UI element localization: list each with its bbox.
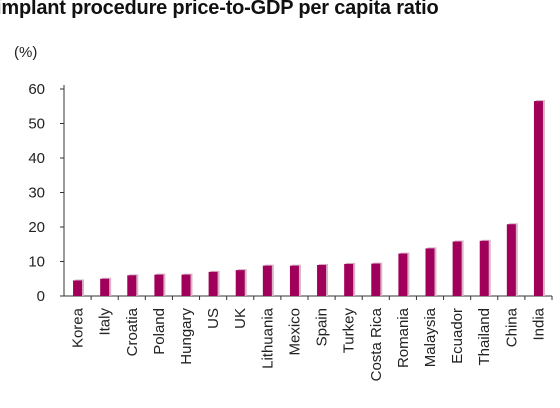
bar: [262, 265, 272, 296]
bar: [289, 265, 299, 296]
bar: [181, 274, 191, 296]
bar: [533, 101, 543, 296]
bar: [154, 274, 164, 296]
y-axis-unit-label: (%): [14, 44, 38, 61]
y-tick-label: 40: [28, 150, 45, 167]
x-tick-label: Mexico: [286, 308, 303, 356]
y-tick-label: 10: [28, 254, 45, 271]
bar: [398, 253, 408, 296]
y-tick-label: 60: [28, 81, 45, 98]
bar: [208, 271, 218, 296]
y-tick-label: 20: [28, 219, 45, 236]
bar: [317, 264, 327, 296]
x-tick-label: Spain: [314, 308, 331, 346]
x-tick-label: Poland: [151, 308, 168, 355]
y-tick-label: 50: [28, 116, 45, 133]
x-tick-label: Italy: [97, 308, 114, 336]
x-tick-label: Croatia: [124, 307, 141, 356]
x-tick-label: Malaysia: [422, 307, 439, 367]
bar: [506, 224, 516, 296]
y-tick-label: 30: [28, 185, 45, 202]
bar: [235, 270, 245, 296]
bar: [479, 240, 489, 296]
y-tick-label: 0: [37, 288, 45, 305]
bar: [100, 278, 110, 296]
x-tick-label: Turkey: [341, 308, 358, 354]
x-tick-label: Korea: [70, 307, 87, 348]
x-tick-label: India: [530, 307, 547, 340]
x-tick-label: UK: [232, 308, 249, 329]
bar: [452, 241, 462, 296]
x-tick-label: Romania: [395, 307, 412, 368]
x-tick-label: Costa Rica: [368, 307, 385, 381]
x-tick-label: Thailand: [476, 308, 493, 366]
x-tick-label: Ecuador: [449, 308, 466, 364]
bar: [425, 248, 435, 296]
bar: [344, 263, 354, 296]
bar: [371, 263, 381, 296]
x-tick-label: US: [205, 308, 222, 329]
bar: [127, 275, 137, 296]
chart-title: implant procedure price-to-GDP per capit…: [0, 0, 439, 19]
x-tick-label: China: [503, 307, 520, 347]
x-tick-label: Hungary: [178, 308, 195, 365]
x-tick-label: Lithuania: [259, 307, 276, 369]
bar: [73, 280, 83, 296]
